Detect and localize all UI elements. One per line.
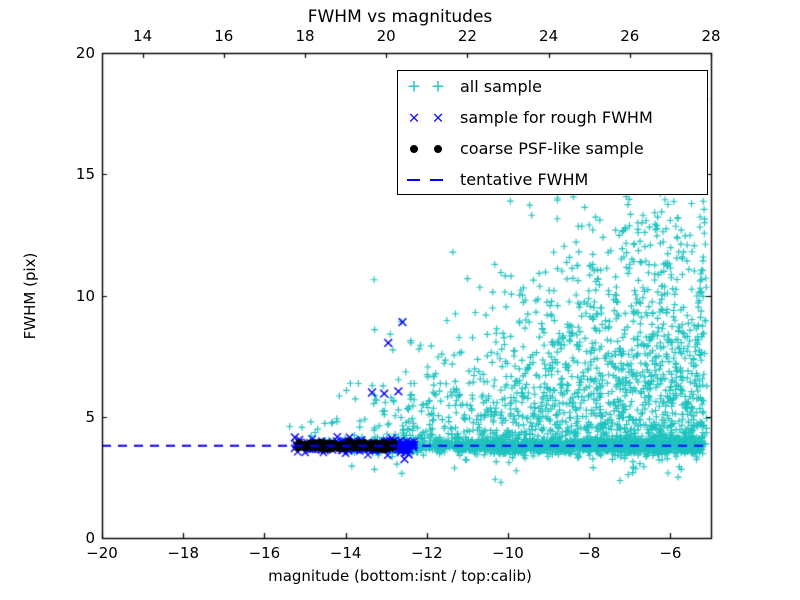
legend-item-tentative-fwhm: tentative FWHM (398, 164, 707, 195)
x-tick-label: −12 (410, 544, 443, 562)
top-x-tick-label: 26 (620, 27, 640, 45)
x-tick-label: −14 (329, 544, 362, 562)
y-tick-label: 10 (75, 286, 95, 305)
top-x-tick-label: 18 (295, 27, 315, 45)
legend-marker-rough-fwhm: × × (398, 102, 460, 133)
legend: + + all sample × × sample for rough FWHM… (397, 70, 708, 195)
y-tick-label: 20 (75, 44, 95, 62)
y-tick-label: 15 (75, 165, 95, 184)
top-x-tick-label: 20 (376, 27, 396, 45)
plus-icon: + (406, 76, 422, 96)
top-x-tick-label: 16 (214, 27, 234, 45)
legend-label-tentative-fwhm: tentative FWHM (460, 170, 589, 189)
y-tick-label: 5 (85, 407, 95, 426)
x-tick-label: −16 (248, 544, 281, 562)
x-tick-label: −18 (167, 544, 200, 562)
dashed-line-icon (407, 178, 420, 181)
circle-icon (410, 144, 418, 153)
x-tick-label: −20 (86, 544, 118, 562)
top-x-tick-label: 14 (133, 27, 153, 45)
legend-label-all-sample: all sample (460, 77, 542, 96)
legend-item-psf-like: coarse PSF-like sample (398, 133, 707, 164)
top-x-tick-label: 24 (539, 27, 559, 45)
legend-marker-all-sample: + + (398, 71, 460, 102)
legend-label-rough-fwhm: sample for rough FWHM (460, 108, 653, 127)
legend-marker-tentative-fwhm (398, 164, 460, 195)
plus-icon: + (430, 76, 446, 96)
cross-icon: × (407, 108, 421, 126)
x-tick-label: −10 (492, 544, 524, 562)
top-x-tick-label: 22 (457, 27, 477, 45)
legend-item-rough-fwhm: × × sample for rough FWHM (398, 102, 707, 133)
legend-marker-psf-like (398, 133, 460, 164)
circle-icon (434, 144, 442, 153)
y-axis-label: FWHM (pix) (21, 252, 39, 340)
x-tick-label: −6 (659, 544, 682, 562)
x-tick-label: −8 (578, 544, 601, 562)
y-tick-label: 0 (85, 529, 95, 547)
page-title: FWHM vs magnitudes (307, 7, 493, 27)
x-axis-label: magnitude (bottom:isnt / top:calib) (268, 567, 532, 585)
cross-icon: × (431, 108, 445, 126)
top-x-tick-label: 28 (701, 27, 721, 45)
dashed-line-icon (430, 178, 443, 181)
legend-label-psf-like: coarse PSF-like sample (460, 139, 644, 158)
legend-item-all-sample: + + all sample (398, 71, 707, 102)
